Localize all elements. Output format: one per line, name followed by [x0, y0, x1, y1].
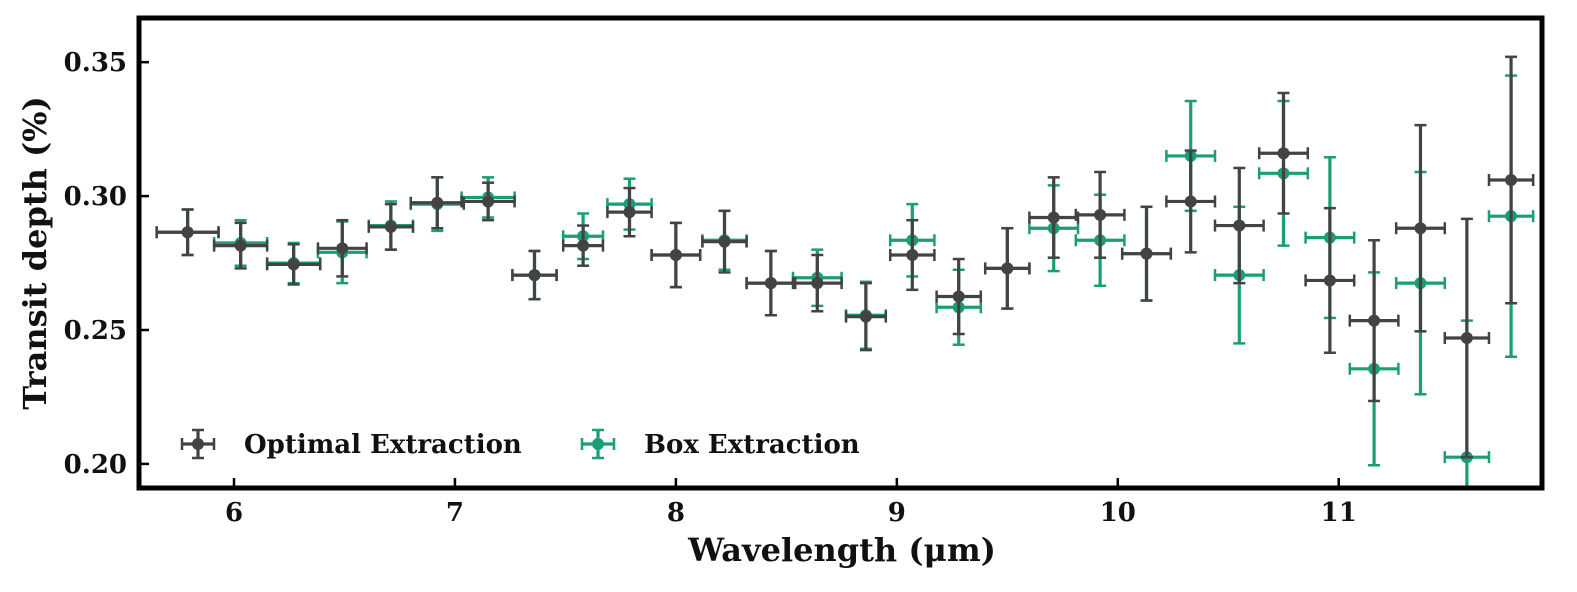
data-point — [906, 249, 919, 262]
errorbar-point — [844, 281, 888, 352]
errorbar-point — [1443, 217, 1491, 459]
legend-marker — [580, 428, 616, 460]
errorbar-point — [701, 209, 748, 274]
errorbar-point — [460, 181, 516, 222]
data-point — [811, 277, 824, 290]
errorbar-point — [1028, 176, 1080, 259]
errorbar-point — [212, 221, 269, 270]
x-tick-label: 11 — [1321, 498, 1357, 528]
data-point — [1140, 247, 1153, 260]
x-tick-label: 10 — [1100, 498, 1136, 528]
errorbar-point — [511, 249, 558, 301]
data-point — [336, 242, 349, 255]
series-optimal-extraction — [155, 55, 1535, 459]
errorbar-point — [935, 257, 983, 336]
data-point — [764, 277, 777, 290]
data-point — [1460, 332, 1473, 345]
errorbar-point — [367, 202, 415, 251]
data-point — [592, 438, 604, 450]
plot-area — [136, 15, 1545, 491]
x-tick-label: 7 — [446, 498, 464, 528]
y-axis-label: Transit depth (%) — [16, 96, 54, 409]
y-tick-label: 0.30 — [64, 182, 127, 212]
data-point — [577, 239, 590, 252]
errorbar-point — [650, 221, 702, 289]
errorbar-point — [155, 208, 220, 257]
errorbar-point — [1394, 123, 1447, 333]
errorbar-point — [316, 218, 368, 278]
data-point — [384, 220, 397, 233]
y-tick-label: 0.35 — [64, 48, 127, 78]
y-tick-label: 0.20 — [64, 450, 127, 480]
errorbar-point — [1120, 205, 1173, 302]
data-point — [1277, 147, 1290, 160]
errorbar-point — [888, 218, 936, 292]
errorbar-point — [1165, 149, 1217, 254]
errorbar-point — [791, 253, 843, 313]
legend-marker — [180, 428, 216, 460]
data-point — [431, 196, 444, 209]
data-point — [528, 269, 541, 282]
y-tick-label: 0.25 — [64, 316, 127, 346]
errorbar-point — [1487, 55, 1535, 305]
data-point — [1233, 219, 1246, 232]
data-point — [1094, 208, 1107, 221]
data-point — [181, 226, 194, 239]
data-point — [1414, 222, 1427, 235]
errorbar-point — [1257, 91, 1310, 215]
errorbar-point — [265, 243, 322, 286]
data-point — [287, 258, 300, 271]
data-point — [1368, 314, 1381, 327]
errorbar-point — [1304, 206, 1356, 355]
errorbar-point — [409, 176, 466, 230]
data-point — [718, 235, 731, 248]
x-tick-label: 6 — [225, 498, 243, 528]
x-tick-label: 8 — [667, 498, 685, 528]
data-point — [234, 239, 247, 252]
data-point — [482, 195, 495, 208]
errorbar-point — [1074, 170, 1126, 259]
data-point — [1323, 274, 1336, 287]
data-point — [859, 310, 872, 323]
errorbar-point — [1213, 166, 1265, 285]
plot-frame — [136, 15, 1545, 491]
errorbar-point — [561, 224, 605, 267]
data-point — [1184, 195, 1197, 208]
y-axis: 0.20 0.25 0.30 0.35 — [64, 48, 149, 480]
data-point — [192, 438, 204, 450]
legend-label: Box Extraction — [644, 430, 860, 460]
series-layer — [155, 55, 1535, 488]
data-point — [1047, 211, 1060, 224]
legend-label: Optimal Extraction — [244, 430, 522, 460]
errorbar-point — [1348, 239, 1400, 403]
data-point — [1505, 174, 1518, 187]
legend: Optimal Extraction Box Extraction — [180, 428, 860, 460]
data-point — [952, 290, 965, 303]
x-axis-label: Wavelength (μm) — [687, 531, 996, 569]
data-point — [669, 249, 682, 262]
x-tick-label: 9 — [888, 498, 906, 528]
data-point — [1001, 262, 1014, 275]
errorbar-point — [745, 249, 797, 317]
errorbar-point — [606, 186, 653, 238]
errorbar-point — [983, 226, 1031, 310]
x-axis: 6 7 8 9 10 11 — [225, 478, 1357, 528]
data-point — [623, 206, 636, 219]
